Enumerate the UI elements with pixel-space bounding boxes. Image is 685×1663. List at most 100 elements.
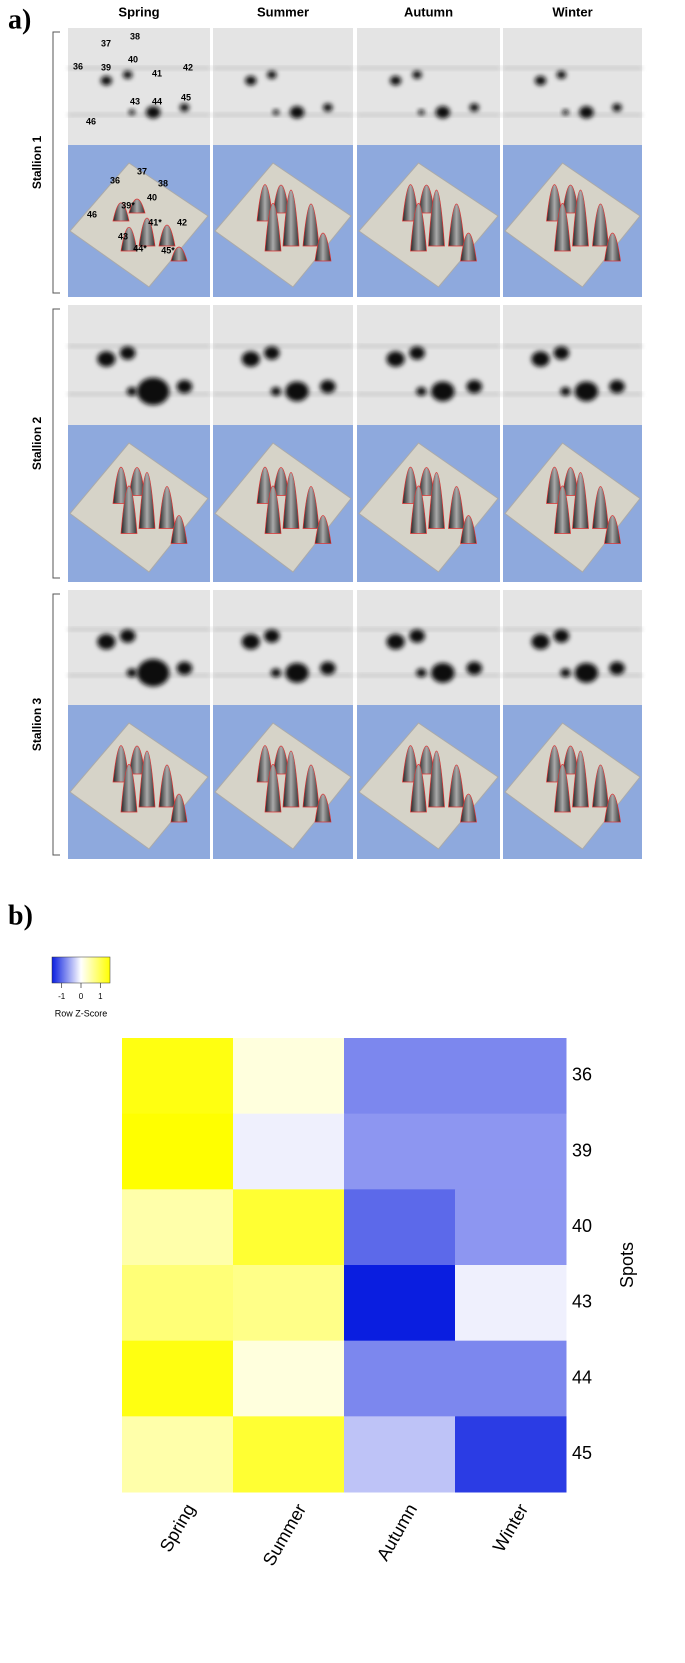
gel-streak <box>357 113 500 117</box>
surface-peak <box>572 189 589 247</box>
colorbar-tick-label: 1 <box>98 992 103 1001</box>
spot-label: 45 <box>181 92 191 102</box>
heatmap-cell <box>455 1113 567 1190</box>
heatmap-cell <box>122 1340 234 1417</box>
y-axis-title: Spots <box>617 1242 637 1288</box>
surface-peak <box>264 203 282 252</box>
heatmap-cell <box>233 1265 345 1342</box>
heatmap-cell <box>455 1189 567 1266</box>
surface-peak <box>170 793 188 823</box>
gel-spot <box>390 75 402 86</box>
spot-label: 37 <box>137 166 147 176</box>
gel-image <box>213 28 353 145</box>
surface-peak <box>264 485 282 534</box>
gel-image <box>213 590 353 705</box>
heatmap-cell <box>344 1265 456 1342</box>
spot-label: 44* <box>133 243 147 253</box>
row-label: Stallion 3 <box>30 698 44 752</box>
heatmap-cell <box>233 1340 345 1417</box>
surface-peak <box>428 472 445 529</box>
gel-spot <box>126 668 138 678</box>
y-tick-label: 39 <box>572 1140 592 1160</box>
surface-peak <box>128 198 146 214</box>
row-label: Stallion 2 <box>30 417 44 471</box>
gel-spot <box>531 634 550 650</box>
gel-spot <box>409 346 425 360</box>
bracket <box>52 308 60 579</box>
gel-spot <box>466 379 483 394</box>
gel-spot <box>562 109 569 115</box>
colorbar-title: Row Z-Score <box>55 1008 108 1018</box>
surface-peak <box>572 750 589 808</box>
gel-image <box>68 305 210 425</box>
gel-spot <box>579 106 594 119</box>
gel-streak <box>213 627 353 631</box>
gel-spot <box>119 346 136 360</box>
heatmap-cell <box>344 1038 456 1115</box>
gel-streak <box>68 627 210 631</box>
gel-streak <box>213 66 353 70</box>
heatmap-cell <box>233 1189 345 1266</box>
surface-peak <box>138 217 156 247</box>
gel-image <box>503 590 642 705</box>
gel-streak <box>357 344 500 348</box>
gel-spot <box>431 662 455 683</box>
spot-label: 46 <box>86 116 96 126</box>
spot-label: 38 <box>158 178 168 188</box>
gel-spot <box>609 661 625 675</box>
surface-peak <box>264 764 282 813</box>
gel-spot <box>574 662 599 683</box>
gel-spot <box>556 70 567 79</box>
gel-spot <box>412 70 422 79</box>
heatmap-cell <box>455 1340 567 1417</box>
heatmap-cell <box>122 1416 234 1493</box>
gel-image <box>357 305 500 425</box>
surface-peak <box>554 203 571 252</box>
heatmap-cell <box>344 1189 456 1266</box>
y-tick-label: 40 <box>572 1216 592 1236</box>
gel-spot <box>574 381 599 402</box>
gel-spot <box>435 106 450 119</box>
spot-label: 46 <box>87 209 97 219</box>
gel-spot <box>241 351 260 367</box>
gel-spot <box>466 661 483 675</box>
surface-peak <box>112 202 130 222</box>
gel-spot <box>176 379 193 394</box>
gel-streak <box>357 392 500 396</box>
surface-peak <box>158 224 176 247</box>
heatmap-cell <box>233 1416 345 1493</box>
gel-spot <box>289 106 305 119</box>
spot-label: 41* <box>148 217 162 227</box>
x-tick-label: Winter <box>489 1500 532 1555</box>
surface-peak <box>460 515 477 544</box>
gel-streak <box>503 66 642 70</box>
gel-streak <box>68 344 210 348</box>
x-tick-label: Spring <box>156 1500 199 1555</box>
surface-peak <box>410 485 427 534</box>
heatmap-cell <box>455 1416 567 1493</box>
surface-peak <box>314 515 332 544</box>
gel-spot <box>323 103 333 112</box>
gel-spot <box>126 386 138 396</box>
heatmap-cell <box>344 1416 456 1493</box>
gel-streak <box>213 344 353 348</box>
surface-peak <box>170 515 188 544</box>
y-tick-label: 36 <box>572 1065 592 1085</box>
column-header: Autumn <box>404 4 453 19</box>
gel-spot <box>264 346 280 360</box>
surface-peak <box>460 793 477 823</box>
spot-label: 41 <box>152 68 162 78</box>
surface-peak <box>604 793 621 823</box>
surface-peak <box>120 227 138 252</box>
spot-label: 44 <box>152 96 162 106</box>
gel-image <box>68 28 210 145</box>
spot-label: 40 <box>147 192 157 202</box>
gel-streak <box>503 673 642 677</box>
column-header: Summer <box>257 4 309 19</box>
gel-spot <box>97 351 116 367</box>
heatmap-cell <box>344 1113 456 1190</box>
spot-label: 36 <box>73 61 83 71</box>
panel-label: b) <box>8 900 33 931</box>
bracket <box>52 593 60 856</box>
gel-spot <box>122 70 133 79</box>
